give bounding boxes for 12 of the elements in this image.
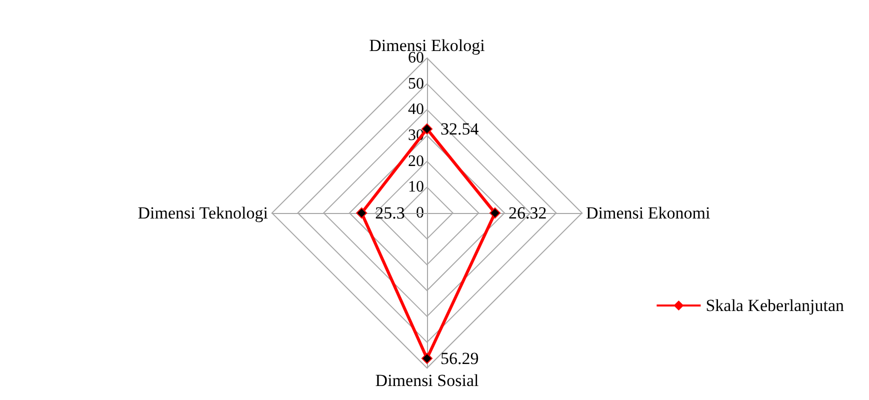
y-tick-label: 20	[408, 152, 424, 170]
data-label: 32.54	[440, 119, 480, 138]
y-tick-label: 10	[408, 178, 424, 196]
legend-label: Skala Keberlanjutan	[706, 296, 844, 315]
spoke-label: Dimensi Ekonomi	[586, 204, 710, 222]
y-tick-label: 50	[408, 75, 424, 92]
data-label: 26.32	[508, 204, 547, 222]
spoke-label: Dimensi Sosial	[375, 371, 479, 390]
spoke-label: Dimensi Teknologi	[138, 204, 268, 222]
y-tick-label: 40	[408, 101, 424, 118]
data-label: 25.3	[375, 204, 405, 222]
data-label: 56.29	[440, 348, 479, 368]
